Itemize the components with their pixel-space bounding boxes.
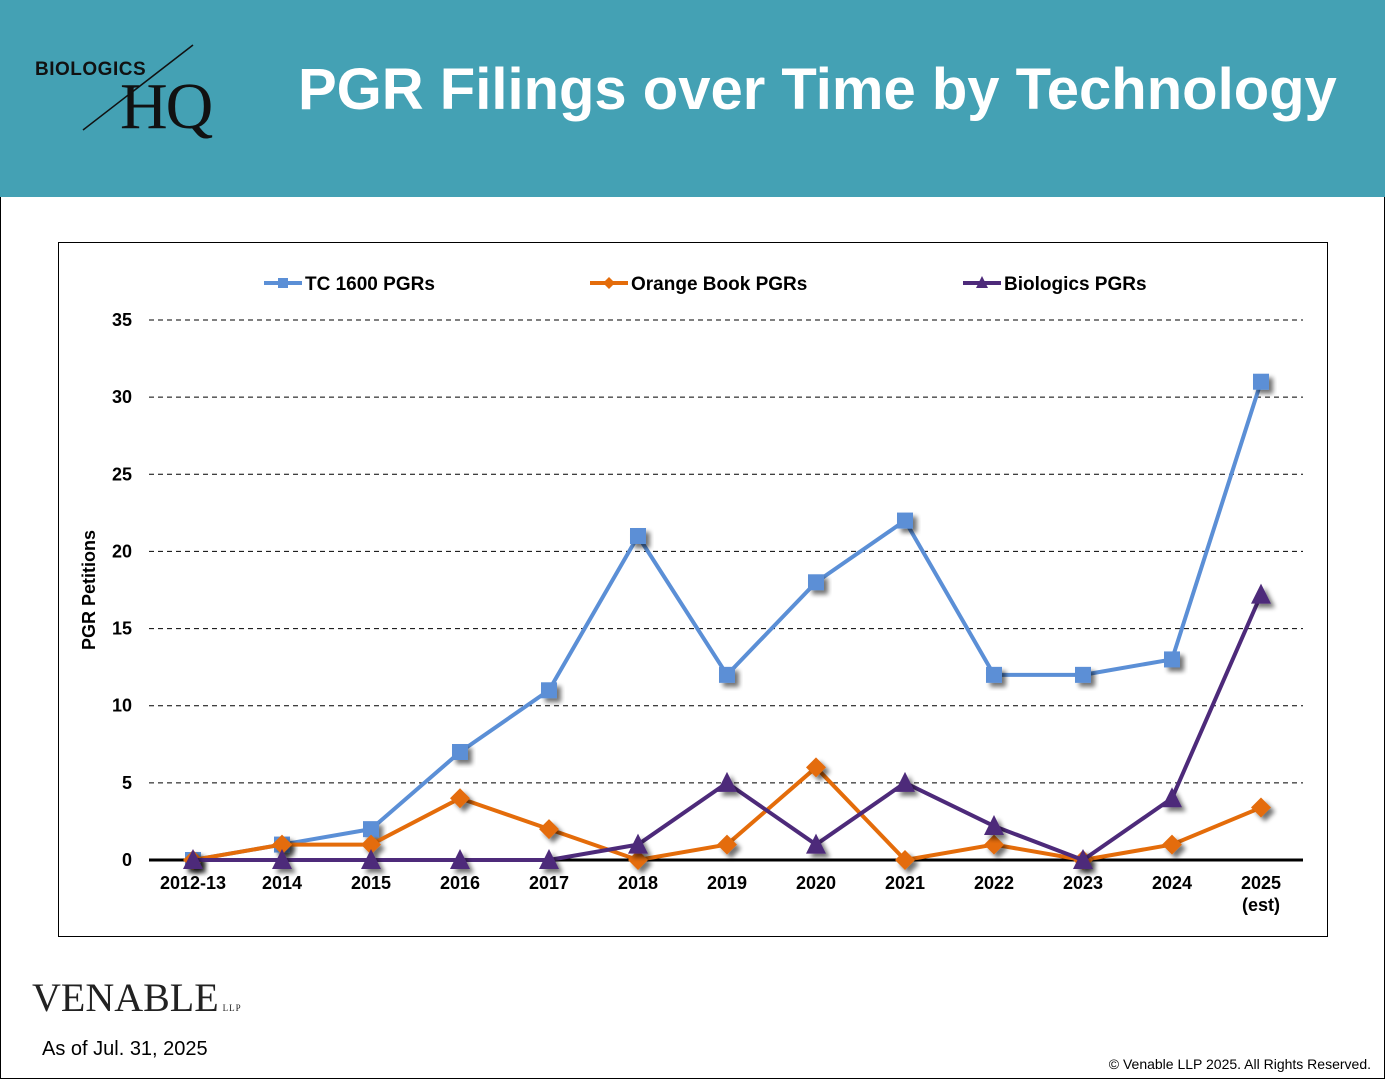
series-1-point-1 [272,834,292,855]
y-tick-label-30: 30 [112,387,132,407]
x-tick-label-5: 2018 [618,873,658,893]
x-tick-label-10: 2023 [1063,873,1103,893]
series-2-point-2 [361,849,381,869]
series-0-point-7 [808,574,824,591]
x-tick-label-9: 2022 [974,873,1014,893]
header-banner: BIOLOGICS HQ PGR Filings over Time by Te… [0,0,1385,197]
logo-hq-text: HQ [120,70,213,143]
series-2-point-9 [984,815,1004,836]
venable-brand: VENABLE [32,975,219,1020]
series-0-point-5 [630,528,646,544]
series-2-point-8 [895,771,915,792]
venable-llp: LLP [222,1003,242,1013]
series-2-point-4 [539,849,559,869]
series-0-point-4 [541,682,557,699]
y-tick-label-25: 25 [112,464,132,484]
series-1-point-7 [806,757,826,778]
venable-logo: VENABLE LLP [32,978,242,1018]
x-tick-label-12: 2025 (est) [1241,873,1281,915]
x-tick-label-6: 2019 [707,873,747,893]
x-tick-label-3: 2016 [440,873,480,893]
series-1-point-2 [361,834,381,855]
series-2-point-7 [806,833,826,854]
series-0-point-8 [897,512,913,529]
y-tick-label-5: 5 [122,773,132,793]
series-1-point-3 [450,788,470,809]
legend-marker-1 [603,277,615,289]
y-tick-label-15: 15 [112,619,132,639]
y-tick-label-10: 10 [112,696,132,716]
series-0-point-6 [719,666,735,683]
series-1-point-6 [717,834,737,855]
series-0-point-2 [363,821,379,838]
x-tick-label-7: 2020 [796,873,836,893]
series-0-point-11 [1164,651,1180,668]
x-tick-label-8: 2021 [885,873,925,893]
series-1-point-12 [1251,797,1271,818]
series-2-point-0 [183,849,203,869]
series-2-point-3 [450,849,470,869]
series-0-point-9 [986,666,1002,683]
legend-marker-0 [278,278,288,288]
series-1-point-4 [539,819,559,840]
legend-label-2: Biologics PGRs [1004,274,1147,295]
logo-biologics-text: BIOLOGICS [35,59,147,80]
x-tick-label-4: 2017 [529,873,569,893]
series-1-point-9 [984,834,1004,855]
series-2-point-6 [717,771,737,792]
x-tick-label-11: 2024 [1152,873,1192,893]
series-2-point-1 [272,849,292,869]
series-2-point-10 [1073,849,1093,869]
chart-area: 0 5 10 15 20 25 30 35 PGR Petitions 2012-13 2014 20… [58,242,1328,937]
x-tick-label-2: 2015 [351,873,391,893]
as-of-date: As of Jul. 31, 2025 [42,1038,208,1060]
x-tick-label-0: 2012-13 [160,873,226,893]
y-tick-label-35: 35 [112,310,132,330]
series-2-point-11 [1162,787,1182,808]
page-title: PGR Filings over Time by Technology [298,57,1337,122]
logo-slash-icon [82,44,194,131]
series-0-point-10 [1075,666,1091,683]
y-tick-label-0: 0 [122,850,132,870]
series-0-point-3 [452,744,468,760]
line-chart: 0 5 10 15 20 25 30 35 PGR Petitions 2012-13 2014 20… [79,274,1303,915]
series-line-2 [193,593,1263,862]
legend-marker-2 [976,276,988,288]
biologics-hq-logo: BIOLOGICS HQ [30,40,250,155]
series-0-point-12 [1253,373,1269,390]
legend-label-0: TC 1600 PGRs [305,274,435,295]
series-1-point-5 [628,850,648,870]
series-1-point-11 [1162,834,1182,855]
y-tick-label-20: 20 [112,541,132,561]
copyright-notice: © Venable LLP 2025. All Rights Reserved. [1108,1056,1371,1072]
y-axis-label: PGR Petitions [79,530,99,650]
x-tick-label-1: 2014 [262,873,302,893]
series-2-point-12 [1251,583,1271,604]
series-1-point-8 [895,850,915,870]
series-2-point-5 [628,833,648,854]
legend-label-1: Orange Book PGRs [631,274,807,295]
